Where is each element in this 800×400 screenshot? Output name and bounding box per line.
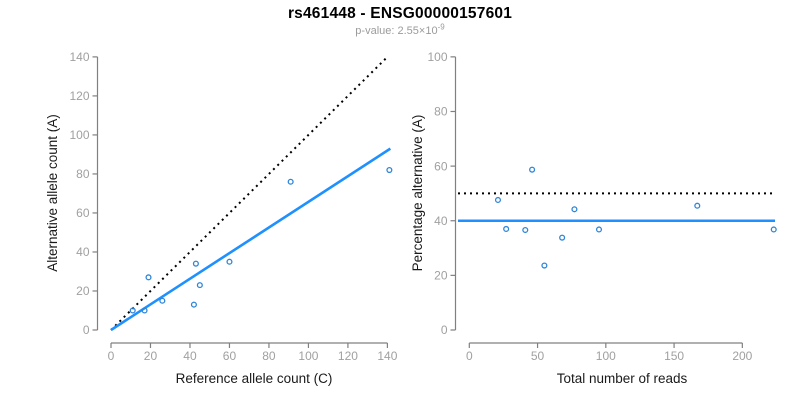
x-tick-label: 120 [338,349,358,363]
x-tick-label: 50 [531,349,545,363]
x-tick-label: 20 [144,349,158,363]
y-tick-label: 60 [434,159,448,173]
y-tick-label: 60 [76,206,90,220]
data-point [529,166,536,173]
y-tick-label: 0 [83,323,90,337]
data-point [141,307,148,314]
x-tick-label: 0 [466,349,473,363]
percentage-alternative-plot: 0 20 40 60 80 100 0 50 100 150 200 Total number of … [410,50,777,386]
x-tick-label: 140 [377,349,397,363]
y-tick-label: 80 [76,167,90,181]
y-tick-label: 120 [69,89,89,103]
x-tick-label: 150 [664,349,684,363]
data-point [571,206,578,213]
data-point [386,166,393,174]
allele-count-plot: 0 20 40 60 80 100 120 140 0 20 40 60 80 100 120 140 Refe… [45,50,398,386]
data-point [226,258,233,265]
y-tick-label: 100 [69,128,89,142]
y-axis-title: Percentage alternative (A) [410,115,425,272]
data-point [192,260,199,267]
plot-title: rs461448 - ENSG00000157601 [287,5,513,22]
y-tick-label: 40 [434,214,448,228]
reference-line [110,56,389,331]
data-point [770,226,777,233]
x-tick-label: 100 [596,349,616,363]
data-point [287,178,294,185]
x-tick-label: 200 [732,349,752,363]
x-tick-label: 100 [298,349,318,363]
data-point [694,202,701,209]
y-tick-label: 80 [434,105,448,119]
data-point [541,262,548,269]
data-point [595,226,603,233]
x-tick-label: 80 [262,349,276,363]
y-tick-label: 140 [69,50,89,64]
data-point [145,274,152,281]
plot-subtitle: p-value: 2.55×10-9 [0,22,800,37]
y-tick-label: 100 [427,50,447,64]
y-axis-title: Alternative allele count (A) [45,114,60,272]
data-point [190,301,197,308]
y-tick-label: 20 [76,284,90,298]
x-tick-label: 40 [183,349,197,363]
x-tick-label: 60 [223,349,237,363]
data-point [159,297,166,304]
data-point [494,196,502,204]
y-tick-label: 0 [441,323,448,337]
data-point [559,234,566,241]
x-axis-title: Total number of reads [557,371,688,386]
y-tick-label: 20 [434,269,448,283]
y-tick-label: 40 [76,245,90,259]
data-point [129,307,136,314]
data-point [196,282,203,289]
fit-line [110,147,392,332]
data-point [503,225,510,232]
x-axis-title: Reference allele count (C) [176,371,333,386]
subtitle-exponent: -9 [437,22,445,32]
subtitle-pvalue: p-value: 2.55×10 [355,25,438,37]
data-point [522,226,529,234]
x-tick-label: 0 [108,349,115,363]
